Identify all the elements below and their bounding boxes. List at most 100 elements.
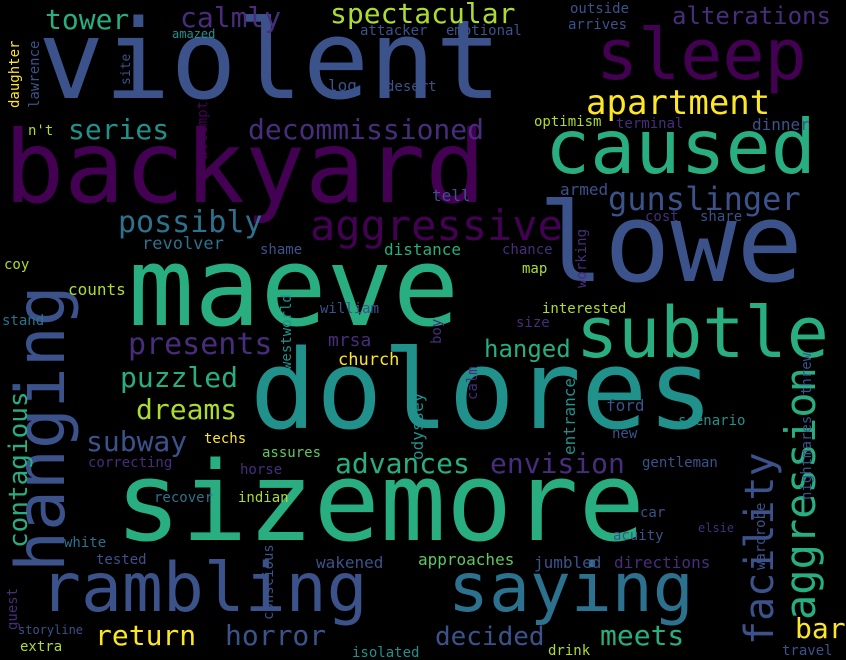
word: hanged — [484, 335, 571, 363]
word: share — [700, 209, 743, 225]
word: approaches — [418, 550, 515, 569]
word: conscious — [261, 544, 277, 620]
word: stand — [2, 313, 45, 329]
word: jumbled — [534, 553, 602, 572]
word: threw — [799, 352, 815, 395]
word: travel — [782, 643, 833, 659]
word: westworld — [279, 294, 295, 370]
word: arrives — [568, 17, 628, 33]
word: spectacular — [330, 0, 516, 30]
word: horror — [225, 619, 327, 652]
word: maeve — [128, 223, 460, 351]
word: scenario — [678, 413, 746, 429]
word: sleep — [596, 14, 807, 96]
word: tell — [432, 186, 471, 205]
word: coy — [4, 257, 30, 273]
word: tested — [96, 552, 147, 568]
word: lawrence — [27, 40, 43, 108]
word: attempt — [195, 100, 211, 160]
word: car — [640, 505, 666, 521]
word: wakened — [316, 553, 384, 572]
word: calm — [465, 366, 481, 400]
word: drink — [548, 643, 591, 659]
word: boy — [429, 318, 445, 344]
word: series — [68, 113, 170, 146]
word: mrsa — [328, 330, 372, 351]
word: subway — [86, 425, 188, 458]
word: wardrobe — [753, 502, 769, 570]
word: advances — [335, 447, 470, 480]
word: elsie — [698, 521, 735, 535]
word: shame — [260, 242, 303, 258]
word: gunslinger — [608, 180, 801, 218]
word: decommissioned — [248, 113, 485, 146]
word: terminal — [616, 116, 684, 132]
word: interested — [542, 301, 627, 317]
word: daughter — [7, 40, 23, 108]
word: subtle — [576, 292, 829, 374]
word: dinner — [752, 115, 810, 134]
word: sizemore — [115, 438, 645, 566]
word: extra — [20, 639, 63, 655]
word: horse — [240, 462, 283, 478]
word: aggressive — [310, 201, 563, 250]
word: william — [320, 301, 380, 317]
word: bar — [795, 612, 846, 645]
word: nightmares — [799, 415, 815, 500]
word: ford — [606, 396, 645, 415]
word: counts — [68, 280, 126, 299]
word: contagious — [4, 391, 34, 548]
word: calmly — [180, 1, 282, 34]
word: dolores — [250, 326, 714, 454]
word: revolver — [142, 234, 224, 254]
word: decided — [435, 622, 545, 652]
word: acuity — [613, 528, 664, 544]
word: puzzled — [120, 361, 239, 394]
word: isolated — [352, 645, 420, 660]
word: chance — [502, 242, 553, 258]
word: emotional — [446, 23, 522, 39]
word: dreams — [136, 393, 238, 426]
word: working — [574, 228, 590, 288]
word: meets — [600, 619, 685, 652]
word: lowe — [538, 179, 803, 307]
word: directions — [614, 553, 711, 572]
word: presents — [128, 327, 273, 362]
word: storyline — [18, 623, 84, 637]
word: new — [612, 426, 638, 442]
word: amazed — [172, 27, 216, 41]
word: odyssey — [408, 392, 427, 460]
word: saying — [448, 549, 694, 628]
word: log — [328, 76, 357, 95]
word: rambling — [40, 549, 368, 628]
word: attacker — [360, 23, 428, 39]
word: violent — [38, 0, 502, 124]
word: envision — [490, 447, 625, 480]
word: outside — [570, 1, 630, 17]
word: tower — [45, 3, 130, 36]
word: size — [516, 315, 550, 331]
word: desert — [386, 79, 437, 95]
word: assures — [262, 445, 322, 461]
word: alterations — [672, 2, 831, 30]
word: possibly — [118, 205, 263, 240]
word: techs — [204, 431, 247, 447]
word: map — [522, 261, 548, 277]
word: return — [95, 619, 197, 652]
word: white — [64, 535, 107, 551]
word: apartment — [586, 83, 771, 123]
word: armed — [560, 180, 609, 199]
word: gentleman — [642, 455, 718, 471]
word: caused — [545, 103, 816, 191]
word: cost — [645, 209, 679, 225]
word: indian — [238, 490, 289, 506]
word: backyard — [4, 109, 486, 226]
word: entrance — [560, 377, 579, 455]
word: correcting — [88, 455, 173, 471]
word: optimism — [534, 114, 602, 130]
word: distance — [384, 240, 462, 259]
word: n't — [28, 123, 54, 139]
word: recover — [154, 490, 214, 506]
word: church — [338, 350, 400, 370]
